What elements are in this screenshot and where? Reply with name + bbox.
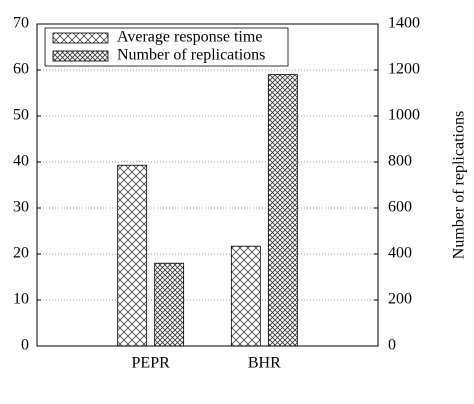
x-tick-label: BHR <box>248 355 281 372</box>
y2-tick-label: 600 <box>388 199 412 216</box>
y2-tick-label: 1000 <box>388 107 420 124</box>
legend-label: Average response time <box>117 29 262 46</box>
y-tick-label: 20 <box>13 245 29 262</box>
y2-tick-label: 1400 <box>388 15 420 32</box>
y2-tick-label: 1200 <box>388 61 420 78</box>
x-tick-label: PEPR <box>132 355 171 372</box>
y2-tick-label: 0 <box>388 337 396 354</box>
y2-axis-label: Number of replications <box>451 111 468 259</box>
y-tick-label: 0 <box>21 337 29 354</box>
y-tick-label: 40 <box>13 153 29 170</box>
y-tick-label: 50 <box>13 107 29 124</box>
plot-frame <box>36 23 379 347</box>
bar <box>267 74 298 347</box>
legend-label: Number of replications <box>117 47 265 64</box>
bar <box>154 262 185 347</box>
y2-tick-label: 400 <box>388 245 412 262</box>
y-tick-label: 70 <box>13 15 29 32</box>
y-tick-label: 30 <box>13 199 29 216</box>
bar <box>230 245 261 347</box>
y-tick-label: 10 <box>13 291 29 308</box>
legend-swatch <box>52 50 109 62</box>
y-tick-label: 60 <box>13 61 29 78</box>
bar <box>117 164 148 347</box>
y2-tick-label: 200 <box>388 291 412 308</box>
y2-tick-label: 800 <box>388 153 412 170</box>
legend-swatch <box>52 32 109 44</box>
